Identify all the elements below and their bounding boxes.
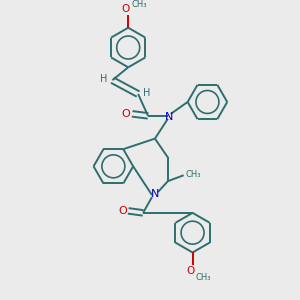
Text: CH₃: CH₃: [186, 170, 201, 179]
Text: H: H: [143, 88, 151, 98]
Text: O: O: [122, 109, 130, 119]
Text: H: H: [100, 74, 107, 84]
Text: N: N: [151, 189, 159, 199]
Text: N: N: [165, 112, 173, 122]
Text: CH₃: CH₃: [196, 273, 211, 282]
Text: O: O: [187, 266, 195, 276]
Text: CH₃: CH₃: [131, 0, 147, 9]
Text: O: O: [121, 4, 129, 14]
Text: O: O: [118, 206, 127, 216]
